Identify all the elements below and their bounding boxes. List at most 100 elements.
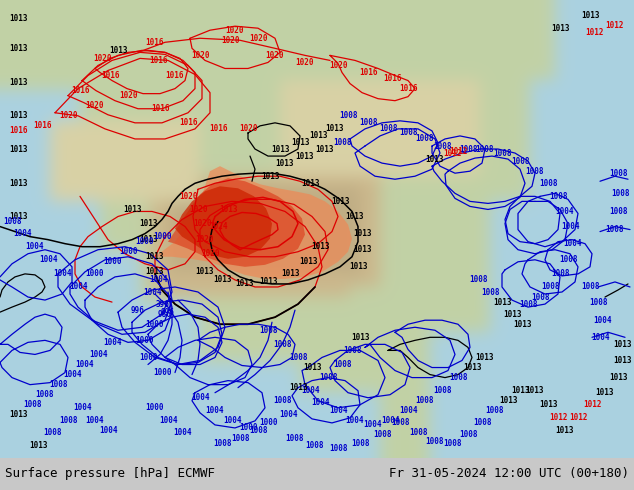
Text: 1000: 1000 (136, 237, 154, 246)
Text: 1008: 1008 (539, 179, 557, 188)
Text: 1013: 1013 (331, 197, 349, 206)
Text: 1008: 1008 (273, 396, 291, 405)
Text: 1013: 1013 (9, 179, 27, 188)
Text: 1008: 1008 (339, 111, 357, 121)
Text: 1013: 1013 (123, 205, 141, 214)
Text: 1013: 1013 (326, 124, 344, 133)
Text: 1012: 1012 (605, 21, 624, 30)
Text: 1013: 1013 (539, 400, 557, 409)
Text: 1013: 1013 (513, 320, 531, 329)
Text: 1004: 1004 (363, 420, 381, 429)
Text: 1008: 1008 (343, 346, 361, 355)
Text: 1008: 1008 (231, 434, 249, 442)
Text: 1008: 1008 (333, 139, 351, 147)
Text: 1008: 1008 (23, 400, 41, 409)
Text: 1004: 1004 (591, 333, 609, 342)
Text: 1004: 1004 (26, 242, 44, 251)
Text: 1013: 1013 (309, 131, 327, 141)
Text: 1013: 1013 (139, 235, 157, 244)
Text: 1008: 1008 (426, 437, 444, 445)
Text: 1008: 1008 (36, 390, 55, 399)
Text: 1008: 1008 (433, 386, 451, 395)
Text: 1008: 1008 (589, 297, 607, 307)
Text: 1008: 1008 (259, 326, 277, 335)
Text: 1004: 1004 (68, 282, 87, 292)
Text: 1008: 1008 (273, 340, 291, 349)
Text: 1013: 1013 (9, 145, 27, 153)
Text: 1016: 1016 (33, 122, 51, 130)
Text: 1000: 1000 (86, 270, 104, 278)
Text: 1020: 1020 (119, 91, 137, 100)
Text: 1004: 1004 (223, 416, 242, 425)
Text: 1004: 1004 (53, 270, 71, 278)
Text: 1013: 1013 (463, 363, 481, 372)
Text: 1013: 1013 (351, 333, 369, 342)
Text: 1012: 1012 (443, 148, 462, 158)
Text: 1020: 1020 (59, 111, 77, 121)
Text: 1013: 1013 (556, 426, 574, 436)
Text: 1013: 1013 (146, 268, 164, 276)
Text: 1008: 1008 (531, 293, 549, 301)
Text: 1008: 1008 (416, 134, 434, 144)
Text: 1016: 1016 (359, 68, 377, 77)
Text: 1013: 1013 (9, 212, 27, 221)
Text: 1004: 1004 (556, 207, 574, 216)
Text: 1016: 1016 (151, 104, 169, 113)
Text: 1013: 1013 (353, 245, 372, 254)
Text: 1016: 1016 (399, 84, 417, 93)
Text: 1008: 1008 (306, 441, 324, 449)
Text: 1008: 1008 (519, 299, 537, 309)
Text: 1013: 1013 (9, 410, 27, 419)
Text: 1013: 1013 (261, 172, 279, 181)
Text: 1013: 1013 (301, 179, 320, 188)
Text: 1008: 1008 (605, 225, 624, 234)
Text: 1013: 1013 (316, 145, 334, 153)
Text: 1020: 1020 (239, 124, 257, 133)
Text: 1004: 1004 (13, 229, 31, 238)
Text: 1008: 1008 (3, 217, 22, 226)
Text: 1004: 1004 (73, 403, 91, 412)
Text: 1013: 1013 (303, 363, 321, 372)
Text: 1008: 1008 (611, 189, 630, 198)
Text: 1020: 1020 (193, 219, 211, 228)
Text: 1013: 1013 (236, 279, 254, 289)
Text: 1013: 1013 (596, 388, 614, 397)
Text: 1013: 1013 (281, 270, 299, 278)
Text: 996: 996 (161, 308, 175, 317)
Text: 1004: 1004 (593, 316, 611, 325)
Text: 1004: 1004 (329, 406, 347, 416)
Text: 1013: 1013 (349, 262, 367, 271)
Text: 1008: 1008 (443, 439, 462, 447)
Text: 1013: 1013 (476, 353, 495, 362)
Text: 1008: 1008 (459, 145, 477, 153)
Text: 1013: 1013 (581, 11, 599, 20)
Text: 1008: 1008 (486, 406, 504, 416)
Polygon shape (155, 166, 352, 279)
Text: 1008: 1008 (286, 434, 304, 442)
Text: 1013: 1013 (9, 14, 27, 23)
Text: 1000: 1000 (239, 423, 257, 433)
Polygon shape (168, 178, 305, 267)
Text: 1012: 1012 (569, 414, 587, 422)
Text: 1008: 1008 (481, 288, 499, 296)
Text: 986: 986 (158, 310, 172, 318)
Text: 1013: 1013 (511, 386, 529, 395)
Text: 1013: 1013 (612, 340, 631, 349)
Text: 1020: 1020 (201, 249, 219, 258)
Text: 1008: 1008 (373, 431, 391, 440)
Text: 1013: 1013 (295, 151, 314, 161)
Text: 1020: 1020 (226, 25, 244, 35)
Text: 1008: 1008 (476, 145, 495, 153)
Text: 1016: 1016 (165, 71, 184, 80)
Text: 1008: 1008 (493, 148, 511, 158)
Text: 1008: 1008 (49, 380, 67, 389)
Text: 1020: 1020 (196, 235, 214, 244)
Text: 1008: 1008 (42, 428, 61, 438)
Text: 1008: 1008 (581, 282, 599, 292)
Text: 1016: 1016 (383, 74, 401, 83)
Text: 1008: 1008 (333, 360, 351, 369)
Text: 1004: 1004 (89, 350, 107, 359)
Text: 1013: 1013 (551, 24, 569, 33)
Text: 1013: 1013 (146, 252, 164, 261)
Text: 1008: 1008 (329, 443, 347, 453)
